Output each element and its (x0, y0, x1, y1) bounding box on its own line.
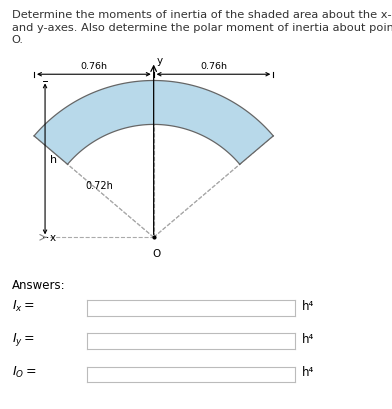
Text: h⁴: h⁴ (302, 299, 314, 312)
Text: i: i (72, 335, 76, 348)
Text: 0.76h: 0.76h (200, 61, 227, 70)
Text: 0.76h: 0.76h (80, 61, 107, 70)
Text: $I_y =$: $I_y =$ (12, 330, 34, 347)
Text: Determine the moments of inertia of the shaded area about the x-: Determine the moments of inertia of the … (12, 10, 391, 20)
Text: y: y (157, 56, 163, 66)
Text: O.: O. (12, 35, 24, 45)
Text: and y-axes. Also determine the polar moment of inertia about point: and y-axes. Also determine the polar mom… (12, 22, 392, 32)
Text: i: i (72, 368, 76, 381)
Text: O: O (152, 249, 160, 258)
Text: h: h (50, 155, 57, 164)
Text: 0.72h: 0.72h (85, 181, 113, 191)
Text: x: x (50, 233, 56, 243)
Text: Answers:: Answers: (12, 278, 65, 291)
Text: h⁴: h⁴ (302, 365, 314, 378)
Text: h⁴: h⁴ (302, 332, 314, 345)
Polygon shape (34, 81, 273, 165)
Text: i: i (72, 302, 76, 315)
Text: $I_x =$: $I_x =$ (12, 298, 34, 313)
Text: $I_O =$: $I_O =$ (12, 364, 36, 379)
